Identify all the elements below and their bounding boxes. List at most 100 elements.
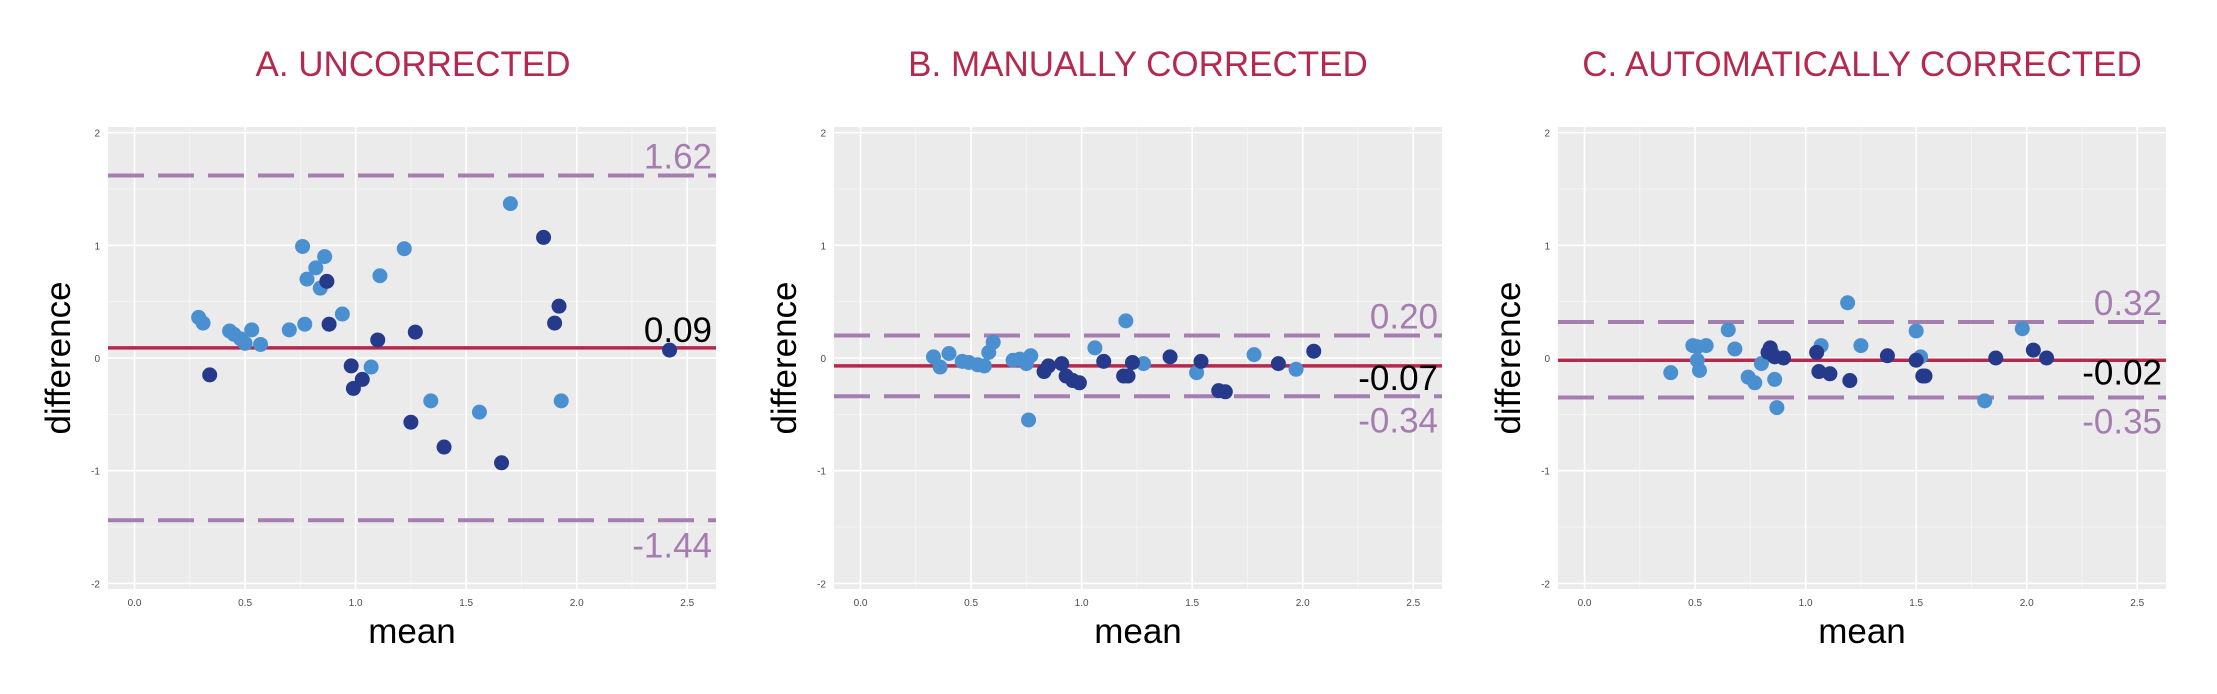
x-tick-label: 2.0 [570, 598, 584, 609]
x-tick-label: 1.0 [349, 598, 363, 609]
data-point [319, 273, 335, 289]
data-point [1193, 353, 1209, 369]
data-point [2025, 342, 2041, 358]
data-point [317, 249, 333, 265]
y-tick-label: 1 [1544, 241, 1550, 252]
x-axis-title: mean [1818, 612, 1906, 651]
x-tick-label: 2.5 [1406, 598, 1420, 609]
data-point [321, 316, 337, 332]
data-point [1853, 338, 1869, 354]
x-axis-title: mean [368, 612, 456, 651]
data-point [1753, 356, 1769, 372]
data-point [1840, 295, 1856, 311]
data-point [295, 238, 311, 254]
data-point [1270, 356, 1286, 372]
x-tick-label: 1.5 [1185, 598, 1199, 609]
data-point [976, 358, 992, 374]
data-point [932, 359, 948, 375]
data-point [494, 455, 510, 471]
data-point [536, 229, 552, 245]
chart-panel-2: C. AUTOMATICALLY CORRECTED 0.0 0.5 1.0 1.5 2.… [1489, 45, 2166, 651]
data-point [403, 414, 419, 430]
data-point [195, 315, 211, 331]
data-point [2039, 350, 2055, 366]
data-point [281, 322, 297, 338]
chart-title: C. AUTOMATICALLY CORRECTED [1582, 45, 2141, 84]
data-point [1698, 338, 1714, 354]
x-tick-label: 1.5 [1909, 598, 1923, 609]
data-point [1246, 347, 1262, 363]
y-tick-label: 2 [94, 129, 100, 140]
data-point [1727, 341, 1743, 357]
x-tick-label: 0.0 [1578, 598, 1592, 609]
data-point [1747, 375, 1763, 391]
data-point [1023, 348, 1039, 364]
data-point [354, 371, 370, 387]
mean-difference-label: -0.07 [1358, 359, 1438, 398]
data-point [1908, 352, 1924, 368]
y-tick-label: 2 [820, 129, 826, 140]
x-tick-label: 0.5 [1688, 598, 1702, 609]
data-point [941, 345, 957, 361]
chart-panel-0: A. UNCORRECTED 0.0 0.5 1.0 1.5 2.0 2.5 2 1 0 -1 -2 m… [39, 45, 716, 651]
data-point [297, 316, 313, 332]
data-point [1822, 366, 1838, 382]
data-point [1977, 393, 1993, 409]
x-axis-title: mean [1094, 612, 1182, 651]
data-point [1217, 384, 1233, 400]
data-point [299, 271, 315, 287]
y-tick-label: 1 [94, 241, 100, 252]
data-point [1071, 375, 1087, 391]
data-point [547, 315, 563, 331]
data-point [1118, 313, 1134, 329]
mean-difference-label: 0.09 [644, 311, 712, 350]
data-point [1691, 362, 1707, 378]
y-tick-label: -2 [1541, 579, 1550, 590]
mean-difference-label: -0.02 [2082, 353, 2162, 392]
y-axis-title: difference [39, 281, 78, 434]
x-tick-label: 2.5 [680, 598, 694, 609]
y-tick-label: -2 [817, 579, 826, 590]
data-point [244, 322, 260, 338]
data-point [370, 332, 386, 348]
y-tick-label: 0 [1544, 354, 1550, 365]
y-tick-label: -1 [1541, 467, 1550, 478]
data-point [985, 334, 1001, 350]
y-tick-label: 0 [94, 354, 100, 365]
lower-limit-label: -1.44 [632, 526, 712, 565]
data-point [2014, 321, 2030, 337]
data-point [237, 335, 253, 351]
data-point [1162, 349, 1178, 365]
x-tick-label: 2.0 [2020, 598, 2034, 609]
data-point [363, 359, 379, 375]
data-point [407, 324, 423, 340]
lower-limit-label: -0.34 [1358, 401, 1438, 440]
data-point [1096, 353, 1112, 369]
lower-limit-label: -0.35 [2082, 402, 2162, 441]
data-point [436, 439, 452, 455]
data-point [1054, 356, 1070, 372]
x-tick-label: 1.0 [1799, 598, 1813, 609]
y-tick-label: 1 [820, 241, 826, 252]
data-point [662, 342, 678, 358]
data-point [1908, 323, 1924, 339]
chart-title: B. MANUALLY CORRECTED [908, 45, 1368, 84]
data-point [1663, 365, 1679, 381]
data-point [1767, 371, 1783, 387]
data-point [502, 196, 518, 212]
x-tick-label: 0.5 [238, 598, 252, 609]
upper-limit-label: 0.32 [2094, 284, 2162, 323]
data-point [1040, 358, 1056, 374]
data-point [343, 358, 359, 374]
data-point [553, 393, 569, 409]
x-tick-label: 0.5 [964, 598, 978, 609]
x-tick-label: 0.0 [128, 598, 142, 609]
data-point [1917, 368, 1933, 384]
data-point [1879, 348, 1895, 364]
x-tick-label: 2.5 [2130, 598, 2144, 609]
chart-title: A. UNCORRECTED [255, 45, 570, 84]
data-point [334, 306, 350, 322]
data-point [1720, 322, 1736, 338]
upper-limit-label: 0.20 [1370, 297, 1438, 336]
